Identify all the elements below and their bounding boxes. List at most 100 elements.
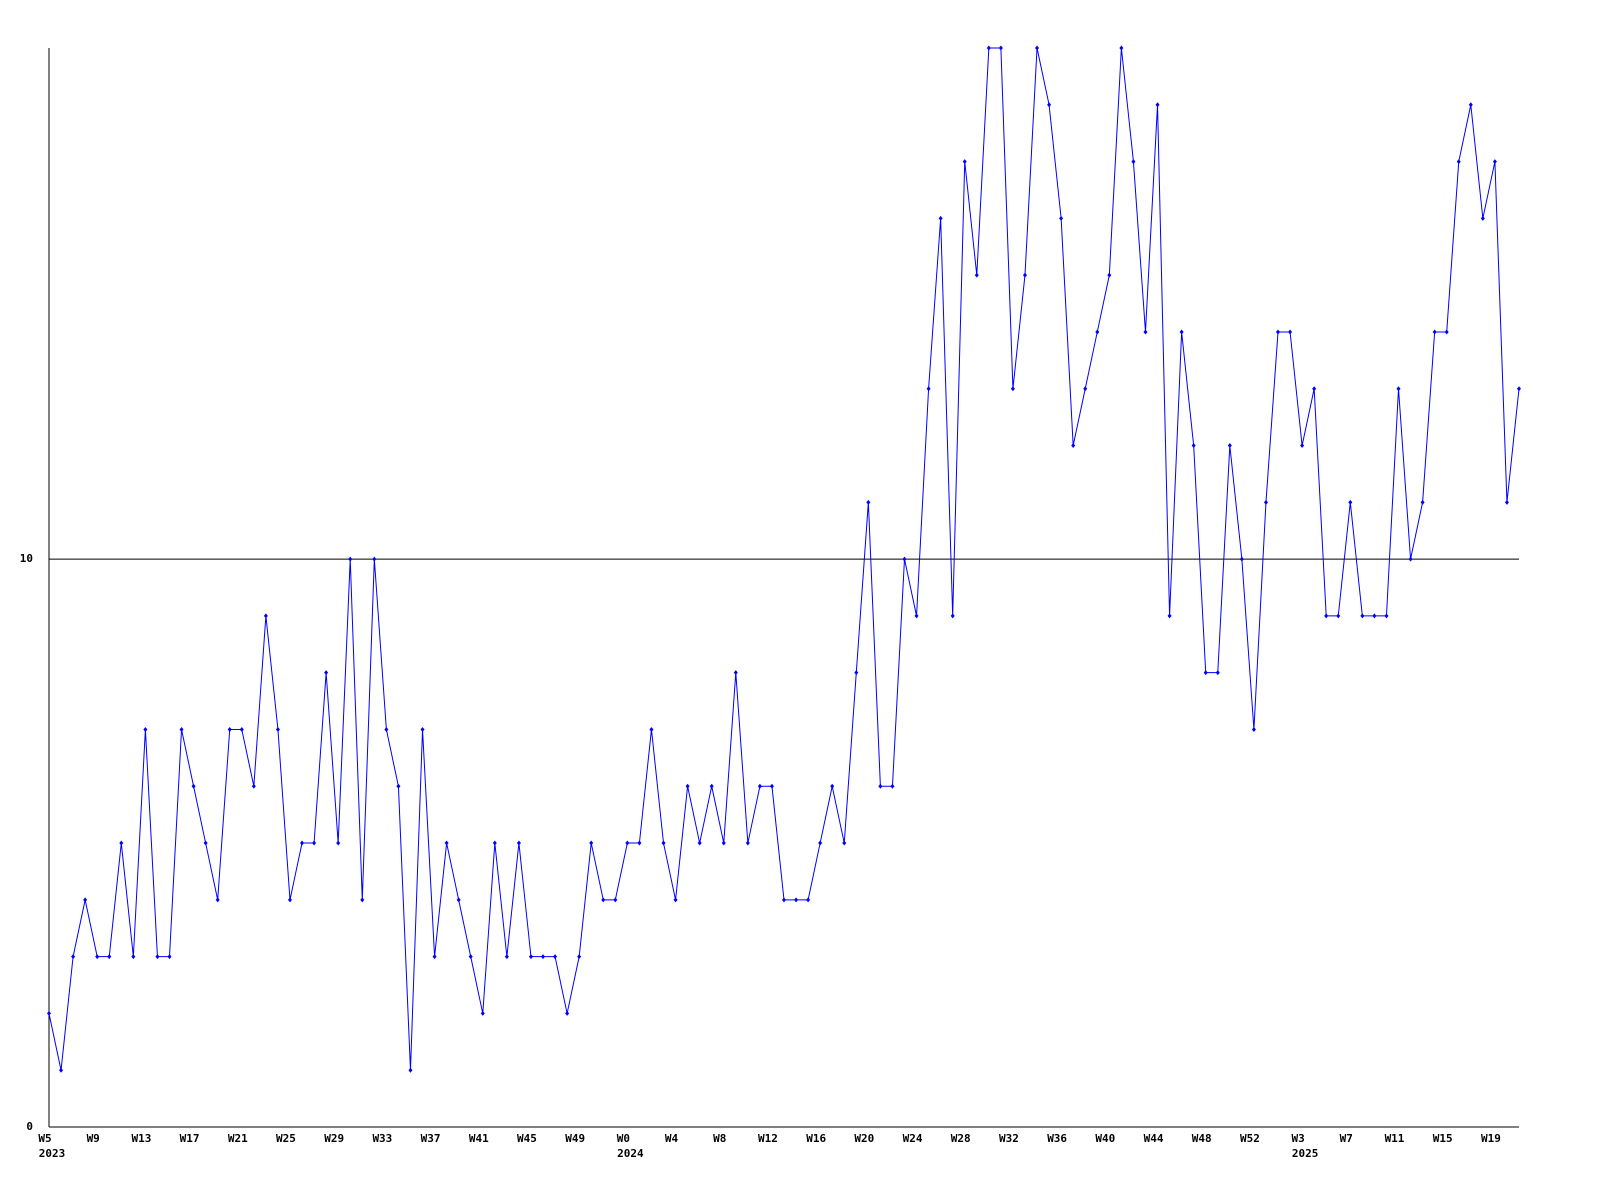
y-tick-label: 10	[20, 552, 33, 565]
year-label: 2025	[1292, 1147, 1319, 1160]
point-marker	[673, 897, 678, 903]
point-marker	[721, 840, 726, 846]
point-marker	[1251, 726, 1256, 732]
point-marker	[1517, 386, 1521, 392]
point-marker	[986, 45, 991, 51]
point-marker	[794, 897, 799, 903]
point-marker	[697, 840, 702, 846]
point-marker	[239, 726, 244, 732]
point-marker	[782, 897, 786, 903]
point-marker	[998, 45, 1003, 51]
x-tick-label: W0	[617, 1132, 630, 1145]
x-tick-label: W9	[87, 1132, 100, 1145]
point-marker	[312, 840, 317, 846]
point-marker	[1492, 159, 1497, 165]
x-tick-label: W36	[1047, 1132, 1067, 1145]
point-marker	[589, 840, 594, 846]
point-marker	[1095, 329, 1100, 335]
point-marker	[902, 556, 907, 562]
point-marker	[974, 272, 979, 278]
point-marker	[287, 897, 292, 903]
point-marker	[1010, 386, 1015, 392]
point-marker	[1071, 443, 1076, 449]
x-tick-label: W28	[951, 1132, 971, 1145]
point-marker	[251, 783, 256, 789]
point-marker	[263, 613, 268, 619]
point-marker	[324, 670, 329, 676]
x-tick-label: W44	[1144, 1132, 1164, 1145]
point-marker	[1324, 613, 1329, 619]
point-marker	[191, 783, 196, 789]
point-marker	[167, 954, 172, 960]
point-marker	[1504, 499, 1509, 505]
point-marker	[336, 840, 341, 846]
point-marker	[1276, 329, 1281, 335]
point-marker	[492, 840, 497, 846]
x-tick-label: W40	[1095, 1132, 1115, 1145]
point-marker	[878, 783, 883, 789]
point-marker	[962, 159, 967, 165]
x-tick-label: W13	[131, 1132, 151, 1145]
point-marker	[541, 954, 546, 960]
point-marker	[456, 897, 461, 903]
year-label: 2023	[39, 1147, 66, 1160]
point-marker	[1444, 329, 1449, 335]
point-marker	[1372, 613, 1377, 619]
point-marker	[227, 726, 232, 732]
point-marker	[275, 726, 280, 732]
point-marker	[757, 783, 762, 789]
x-tick-label: W33	[372, 1132, 392, 1145]
point-marker	[1239, 556, 1244, 562]
point-marker	[637, 840, 642, 846]
point-marker	[504, 954, 509, 960]
point-marker	[685, 783, 690, 789]
point-marker	[709, 783, 714, 789]
point-marker	[119, 840, 124, 846]
point-marker	[1022, 272, 1027, 278]
point-marker	[83, 897, 88, 903]
point-marker	[1047, 102, 1052, 108]
point-marker	[300, 840, 305, 846]
point-marker	[926, 386, 931, 392]
point-marker	[1384, 613, 1389, 619]
point-marker	[842, 840, 847, 846]
point-marker	[1468, 102, 1473, 108]
y-tick-label: 0	[26, 1120, 33, 1133]
point-marker	[854, 670, 859, 676]
point-marker	[1396, 386, 1401, 392]
point-marker	[384, 726, 389, 732]
point-marker	[1348, 499, 1353, 505]
point-marker	[480, 1010, 485, 1016]
point-marker	[890, 783, 895, 789]
point-marker	[553, 954, 558, 960]
point-marker	[1420, 499, 1425, 505]
point-marker	[528, 954, 533, 960]
point-marker	[661, 840, 666, 846]
point-marker	[806, 897, 811, 903]
x-tick-label: W11	[1385, 1132, 1405, 1145]
point-marker	[131, 954, 136, 960]
point-marker	[866, 499, 871, 505]
x-tick-label: W24	[903, 1132, 923, 1145]
point-marker	[71, 954, 76, 960]
point-marker	[1263, 499, 1268, 505]
x-tick-label: W17	[180, 1132, 200, 1145]
point-marker	[1035, 45, 1040, 51]
x-tick-label: W32	[999, 1132, 1019, 1145]
point-marker	[1336, 613, 1341, 619]
x-tick-label: W49	[565, 1132, 585, 1145]
point-marker	[914, 613, 919, 619]
point-marker	[1203, 670, 1208, 676]
point-marker	[745, 840, 750, 846]
point-marker	[1227, 443, 1232, 449]
point-marker	[516, 840, 521, 846]
point-marker	[625, 840, 630, 846]
point-marker	[1179, 329, 1184, 335]
x-tick-label: W20	[854, 1132, 874, 1145]
point-marker	[565, 1010, 570, 1016]
point-marker	[348, 556, 353, 562]
point-marker	[1131, 159, 1136, 165]
point-marker	[420, 726, 425, 732]
point-marker	[577, 954, 582, 960]
